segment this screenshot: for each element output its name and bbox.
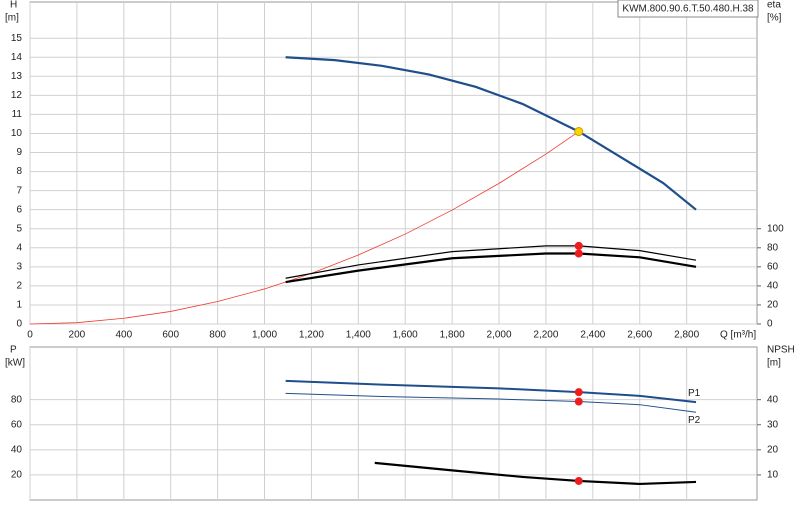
- y2-tick-label: 80: [767, 242, 779, 253]
- plot-frame: [29, 1, 758, 325]
- y-tick-label: 0: [16, 319, 22, 330]
- x-tick-label: 2,200: [533, 330, 558, 341]
- y-tick-label: 11: [12, 109, 23, 120]
- y-tick-label: 60: [11, 419, 23, 430]
- x-tick-label: 400: [115, 330, 132, 341]
- y2-tick-label: 0: [767, 319, 773, 330]
- y-tick-label: 6: [16, 204, 22, 215]
- y-tick-label: 10: [11, 128, 23, 139]
- model-box: [617, 0, 759, 18]
- x-tick-label: 0: [27, 330, 33, 341]
- operating-point: [574, 476, 583, 485]
- y-tick-label: 12: [11, 90, 23, 101]
- operating-point: [574, 397, 583, 406]
- curve: [285, 379, 697, 404]
- y-axis-unit: [m]: [5, 13, 19, 24]
- y2-axis-label: eta: [767, 0, 781, 11]
- y2-axis-unit: [m]: [767, 358, 781, 369]
- y2-tick-label: 40: [767, 394, 779, 405]
- y-tick-label: 1: [16, 300, 22, 311]
- x-tick-label: 200: [69, 330, 86, 341]
- y-axis-unit: [kW]: [5, 358, 25, 369]
- y-tick-label: 7: [16, 185, 22, 196]
- y-tick-label: 80: [11, 394, 23, 405]
- y2-axis-label: NPSH: [767, 345, 795, 356]
- operating-point: [574, 241, 583, 250]
- x-tick-label: 2,800: [674, 330, 699, 341]
- x-tick-label: 2,600: [627, 330, 652, 341]
- operating-point: [574, 249, 583, 258]
- curve: [285, 252, 697, 284]
- x-tick-label: 1,400: [346, 330, 371, 341]
- y2-tick-label: 40: [767, 281, 779, 292]
- x-tick-label: 2,000: [487, 330, 512, 341]
- curve: [374, 461, 697, 486]
- curve: [285, 392, 697, 413]
- y2-tick-label: 30: [767, 419, 779, 430]
- x-tick-label: 1,800: [440, 330, 465, 341]
- x-axis-label: Q [m³/h]: [720, 330, 756, 341]
- y2-tick-label: 20: [767, 444, 779, 455]
- series-label: P1: [688, 388, 701, 399]
- y-tick-label: 9: [16, 147, 22, 158]
- operating-point: [574, 127, 584, 137]
- y2-tick-label: 10: [767, 470, 779, 481]
- plot-frame: [29, 346, 758, 501]
- y2-tick-label: 20: [767, 300, 779, 311]
- y-tick-label: 8: [16, 166, 22, 177]
- x-tick-label: 1,600: [393, 330, 418, 341]
- y-tick-label: 4: [16, 242, 22, 253]
- y-tick-label: 2: [16, 281, 22, 292]
- y2-axis-unit: [%]: [767, 13, 782, 24]
- y-tick-label: 13: [11, 71, 23, 82]
- y2-tick-label: 100: [767, 223, 784, 234]
- y-tick-label: 20: [11, 470, 23, 481]
- y-axis-label: H: [10, 0, 17, 11]
- y-tick-label: 40: [11, 444, 23, 455]
- x-tick-label: 1,000: [252, 330, 277, 341]
- y-axis-label: P: [10, 345, 17, 356]
- curve: [285, 245, 697, 279]
- series-label: P2: [688, 415, 701, 426]
- curve: [285, 56, 697, 211]
- x-tick-label: 800: [209, 330, 226, 341]
- x-tick-label: 1,200: [299, 330, 324, 341]
- y-tick-label: 5: [16, 223, 22, 234]
- y2-tick-label: 60: [767, 261, 779, 272]
- x-tick-label: 600: [162, 330, 179, 341]
- y-tick-label: 15: [11, 33, 23, 44]
- model-label: KWM.800.90.6.T.50.480.H.38: [622, 4, 754, 15]
- operating-point: [574, 388, 583, 397]
- y-tick-label: 14: [11, 52, 23, 63]
- x-tick-label: 2,400: [580, 330, 605, 341]
- y-tick-label: 3: [16, 261, 22, 272]
